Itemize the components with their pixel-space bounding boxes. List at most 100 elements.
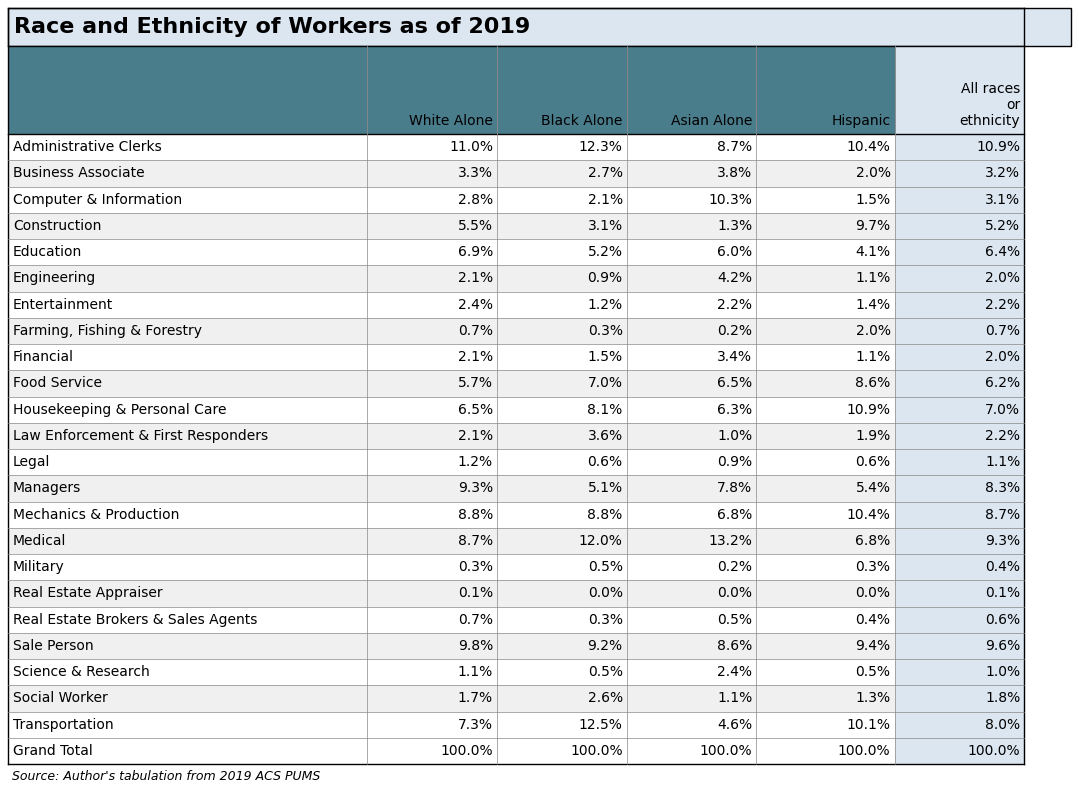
Bar — [367, 213, 497, 239]
Text: Transportation: Transportation — [13, 718, 113, 732]
Bar — [627, 686, 756, 711]
Bar — [756, 502, 894, 528]
Text: 100.0%: 100.0% — [968, 744, 1021, 758]
Bar — [756, 186, 894, 213]
Bar — [497, 711, 627, 738]
Text: 3.6%: 3.6% — [588, 429, 623, 443]
Text: 100.0%: 100.0% — [570, 744, 623, 758]
Text: 1.0%: 1.0% — [985, 665, 1021, 679]
Bar — [756, 449, 894, 475]
Bar — [894, 502, 1024, 528]
Bar — [497, 370, 627, 397]
Bar — [497, 633, 627, 659]
Bar — [497, 580, 627, 606]
Bar — [756, 528, 894, 554]
Bar — [756, 318, 894, 344]
Text: 2.1%: 2.1% — [588, 193, 623, 206]
Text: 8.7%: 8.7% — [457, 534, 493, 548]
Bar — [8, 475, 367, 502]
Text: 2.2%: 2.2% — [985, 429, 1021, 443]
Bar — [497, 449, 627, 475]
Text: 6.5%: 6.5% — [457, 402, 493, 417]
Text: Real Estate Brokers & Sales Agents: Real Estate Brokers & Sales Agents — [13, 613, 258, 626]
Text: 6.3%: 6.3% — [718, 402, 752, 417]
Bar — [8, 449, 367, 475]
Bar — [627, 633, 756, 659]
Bar — [627, 213, 756, 239]
Bar — [8, 370, 367, 397]
Bar — [8, 160, 367, 186]
Text: 2.4%: 2.4% — [457, 298, 493, 312]
Bar — [367, 580, 497, 606]
Bar — [627, 659, 756, 686]
Text: 3.2%: 3.2% — [985, 166, 1021, 180]
Bar — [497, 502, 627, 528]
Text: 8.8%: 8.8% — [587, 508, 623, 522]
Bar — [627, 502, 756, 528]
Text: 1.8%: 1.8% — [985, 691, 1021, 706]
Text: 9.8%: 9.8% — [457, 639, 493, 653]
Bar — [756, 659, 894, 686]
Text: 5.2%: 5.2% — [985, 219, 1021, 233]
Text: 2.7%: 2.7% — [588, 166, 623, 180]
Text: 1.5%: 1.5% — [856, 193, 890, 206]
Text: 12.3%: 12.3% — [578, 140, 623, 154]
Text: 10.9%: 10.9% — [976, 140, 1021, 154]
Bar — [8, 266, 367, 291]
Text: 0.2%: 0.2% — [718, 560, 752, 574]
Text: 100.0%: 100.0% — [440, 744, 493, 758]
Text: 8.7%: 8.7% — [718, 140, 752, 154]
Bar — [627, 160, 756, 186]
Bar — [367, 186, 497, 213]
Bar — [367, 711, 497, 738]
Text: Black Alone: Black Alone — [542, 114, 623, 128]
Text: Engineering: Engineering — [13, 271, 96, 286]
Bar — [894, 422, 1024, 449]
Text: 3.1%: 3.1% — [985, 193, 1021, 206]
Text: 8.7%: 8.7% — [985, 508, 1021, 522]
Text: 9.7%: 9.7% — [856, 219, 890, 233]
Bar — [497, 554, 627, 580]
Text: Legal: Legal — [13, 455, 51, 469]
Bar — [894, 239, 1024, 266]
Bar — [497, 344, 627, 370]
Text: 4.2%: 4.2% — [718, 271, 752, 286]
Bar — [497, 134, 627, 160]
Bar — [756, 422, 894, 449]
Bar — [367, 659, 497, 686]
Bar — [756, 344, 894, 370]
Bar — [894, 554, 1024, 580]
Text: 13.2%: 13.2% — [709, 534, 752, 548]
Text: 0.6%: 0.6% — [856, 455, 890, 469]
Bar — [367, 475, 497, 502]
Text: Computer & Information: Computer & Information — [13, 193, 182, 206]
Bar — [894, 266, 1024, 291]
Text: Food Service: Food Service — [13, 376, 103, 390]
Text: Managers: Managers — [13, 482, 81, 495]
Bar — [497, 738, 627, 764]
Text: 12.0%: 12.0% — [578, 534, 623, 548]
Bar — [756, 686, 894, 711]
Text: 0.7%: 0.7% — [985, 324, 1021, 338]
Bar — [627, 738, 756, 764]
Text: 0.5%: 0.5% — [718, 613, 752, 626]
Text: 0.1%: 0.1% — [457, 586, 493, 600]
Text: 10.4%: 10.4% — [847, 508, 890, 522]
Bar — [756, 711, 894, 738]
Text: 9.4%: 9.4% — [856, 639, 890, 653]
Bar — [894, 711, 1024, 738]
Bar — [894, 449, 1024, 475]
Bar — [8, 239, 367, 266]
Text: 0.0%: 0.0% — [856, 586, 890, 600]
Text: Medical: Medical — [13, 534, 67, 548]
Text: 0.1%: 0.1% — [985, 586, 1021, 600]
Bar — [497, 397, 627, 422]
Text: 3.4%: 3.4% — [718, 350, 752, 364]
Text: 0.9%: 0.9% — [588, 271, 623, 286]
Bar — [627, 449, 756, 475]
Text: Race and Ethnicity of Workers as of 2019: Race and Ethnicity of Workers as of 2019 — [14, 17, 530, 37]
Text: White Alone: White Alone — [409, 114, 493, 128]
Bar — [367, 528, 497, 554]
Text: Construction: Construction — [13, 219, 101, 233]
Text: 0.3%: 0.3% — [588, 324, 623, 338]
